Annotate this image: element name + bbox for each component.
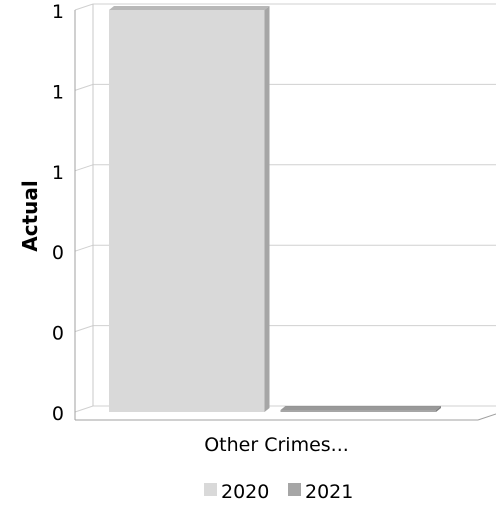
bar-front-face [109, 10, 265, 412]
y-tick-label: 1 [52, 1, 64, 23]
gridline-depth [74, 244, 94, 252]
x-category-label: Other Crimes... [204, 434, 349, 456]
bar-top-face [109, 6, 270, 10]
x-axis-depth-line [477, 413, 496, 421]
y-tick-label: 0 [52, 323, 64, 345]
gridline-depth [74, 405, 94, 413]
gridline-depth [74, 3, 94, 11]
bar-top-face [280, 406, 441, 410]
legend-label: 2021 [305, 481, 353, 502]
bar-front-face [280, 410, 436, 412]
y-tick-label: 1 [52, 162, 64, 184]
gridline-depth [74, 164, 94, 172]
legend-label: 2020 [221, 481, 269, 502]
gridline-depth [74, 83, 94, 91]
y-axis-title: Actual [18, 180, 42, 251]
x-category-labels: Other Crimes... [204, 434, 349, 456]
y-tick-labels: 0 0 0 1 1 1 [52, 1, 64, 425]
bar-2021 [280, 406, 441, 412]
gridline-depth [74, 325, 94, 333]
axes [74, 4, 496, 421]
legend: 2020 2021 [204, 481, 353, 503]
legend-item-2021: 2021 [288, 481, 353, 503]
legend-swatch [288, 483, 301, 496]
bar-2020 [109, 6, 270, 412]
y-tick-label: 1 [52, 81, 64, 103]
legend-swatch [204, 483, 217, 496]
bar-side-face [264, 6, 270, 412]
bar-side-face [436, 406, 441, 412]
legend-item-2020: 2020 [204, 481, 269, 503]
y-tick-label: 0 [52, 242, 64, 264]
y-tick-label: 0 [52, 403, 64, 425]
bars [109, 6, 441, 412]
